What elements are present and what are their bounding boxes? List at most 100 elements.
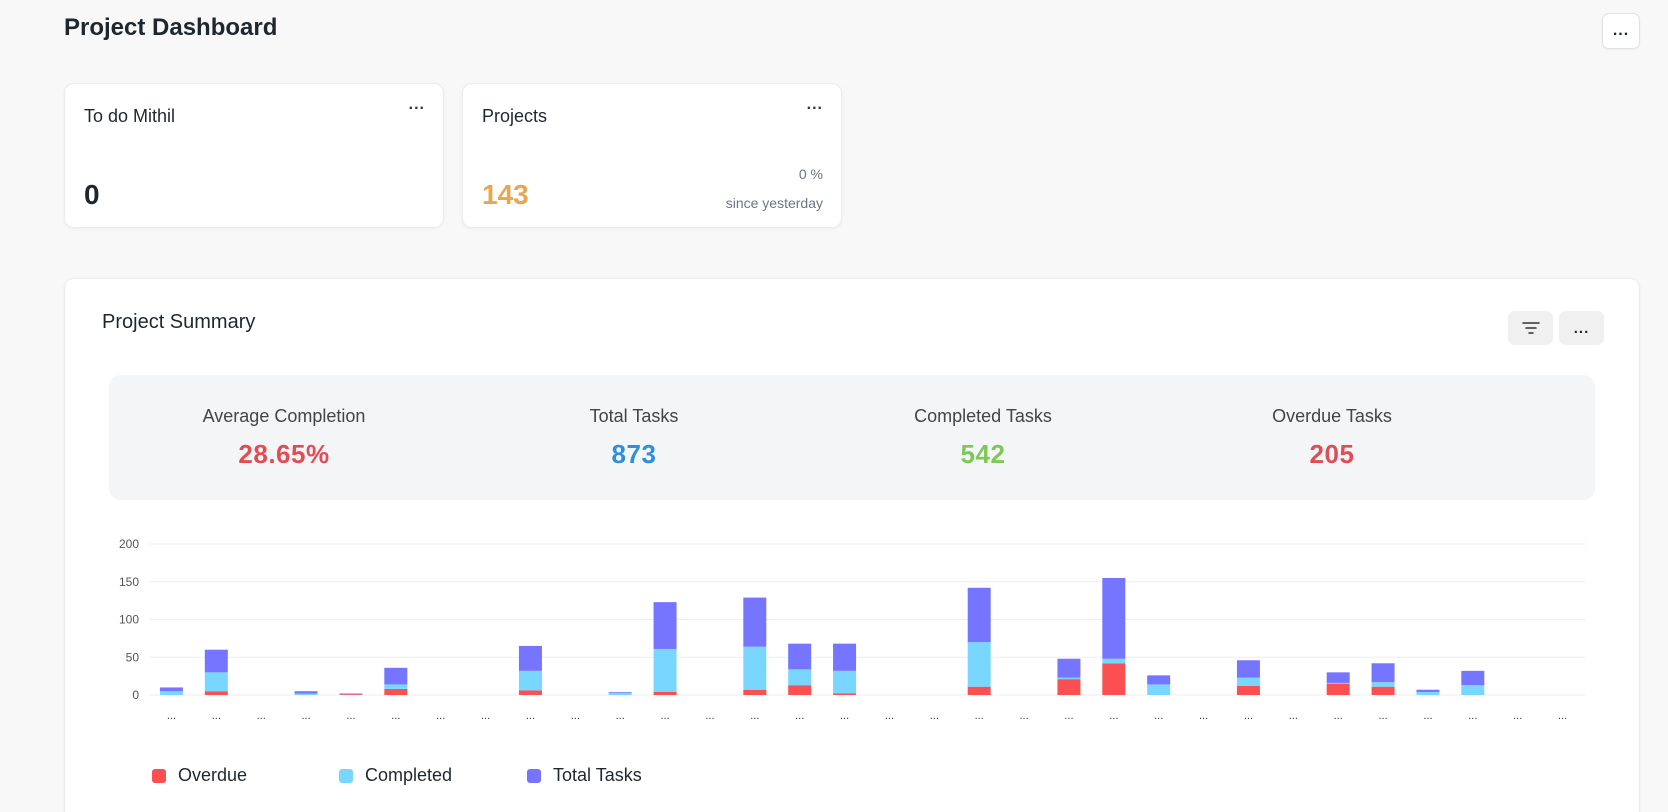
x-tick-label: ... <box>1289 710 1298 722</box>
bar-segment[interactable] <box>1057 679 1081 695</box>
y-tick-label: 0 <box>132 688 139 702</box>
legend-item-overdue[interactable]: Overdue <box>152 765 247 786</box>
bar-segment[interactable] <box>384 667 408 685</box>
x-tick-label: ... <box>526 710 535 722</box>
bar-segment[interactable] <box>518 645 542 671</box>
bar-segment[interactable] <box>608 691 632 693</box>
bar-segment[interactable] <box>339 693 363 695</box>
x-tick-label: ... <box>660 710 669 722</box>
x-tick-label: ... <box>1154 710 1163 722</box>
x-tick-label: ... <box>975 710 984 722</box>
x-tick-label: ... <box>1468 710 1477 722</box>
bar-segment[interactable] <box>384 688 408 695</box>
legend-label: Completed <box>365 765 453 785</box>
summary-menu-button[interactable]: ... <box>1559 311 1604 345</box>
bar-segment[interactable] <box>1371 686 1395 695</box>
x-tick-label: ... <box>1513 710 1522 722</box>
x-tick-label: ... <box>571 710 580 722</box>
x-tick-label: ... <box>1199 710 1208 722</box>
bar-segment[interactable] <box>1147 684 1171 695</box>
x-tick-label: ... <box>1334 710 1343 722</box>
bar-segment[interactable] <box>1147 675 1171 685</box>
stat-value: 542 <box>960 439 1006 469</box>
bar-segment[interactable] <box>1461 670 1485 686</box>
bar-segment[interactable] <box>204 691 228 695</box>
bar-segment[interactable] <box>1416 689 1440 692</box>
summary-stats: Average Completion 28.65% Total Tasks 87… <box>109 375 1595 500</box>
bar-segment[interactable] <box>743 646 767 690</box>
legend-item-completed[interactable]: Completed <box>339 765 452 786</box>
x-tick-label: ... <box>1244 710 1253 722</box>
number-card-todo: To do Mithil ... 0 <box>64 83 444 228</box>
bar-segment[interactable] <box>1236 677 1260 686</box>
bar-segment[interactable] <box>653 648 677 692</box>
legend-swatch <box>339 768 353 783</box>
summary-title: Project Summary <box>102 311 256 333</box>
stat-label: Average Completion <box>202 406 366 426</box>
bar-segment[interactable] <box>967 642 991 687</box>
bar-segment[interactable] <box>294 693 318 695</box>
bar-segment[interactable] <box>1326 672 1350 683</box>
stat-label: Total Tasks <box>589 406 679 426</box>
bar-segment[interactable] <box>339 694 363 695</box>
bar-segment[interactable] <box>204 672 228 692</box>
bar-segment[interactable] <box>294 691 318 694</box>
stat-value: 205 <box>1309 439 1355 469</box>
legend-item-total-tasks[interactable]: Total Tasks <box>527 765 642 786</box>
bar-segment[interactable] <box>518 690 542 695</box>
bar-segment[interactable] <box>1461 685 1485 695</box>
card-value: 143 <box>482 179 529 210</box>
bar-segment[interactable] <box>1371 682 1395 687</box>
x-tick-label: ... <box>1378 710 1387 722</box>
bar-segment[interactable] <box>608 692 632 695</box>
bar-segment[interactable] <box>1102 577 1126 659</box>
bar-segment[interactable] <box>833 693 857 695</box>
bar-segment[interactable] <box>518 670 542 691</box>
bar-segment[interactable] <box>384 684 408 689</box>
bar-segment[interactable] <box>159 687 183 692</box>
page-menu-button[interactable]: ... <box>1602 13 1640 49</box>
legend-label: Total Tasks <box>553 765 642 785</box>
stat-completed-tasks: Completed Tasks 542 <box>808 406 1158 470</box>
bar-segment[interactable] <box>653 602 677 649</box>
card-value: 0 <box>84 179 100 210</box>
bar-segment[interactable] <box>833 643 857 671</box>
card-menu-button[interactable]: ... <box>806 96 823 113</box>
bar-segment[interactable] <box>1416 691 1440 695</box>
bar-segment[interactable] <box>967 587 991 643</box>
bar-segment[interactable] <box>1236 660 1260 678</box>
card-menu-button[interactable]: ... <box>408 96 425 113</box>
bar-segment[interactable] <box>788 669 812 686</box>
x-tick-label: ... <box>391 710 400 722</box>
bar-segment[interactable] <box>1326 682 1350 684</box>
bar-segment[interactable] <box>1236 685 1260 695</box>
x-tick-label: ... <box>212 710 221 722</box>
x-tick-label: ... <box>481 710 490 722</box>
legend-swatch <box>152 768 166 783</box>
bar-segment[interactable] <box>1371 663 1395 683</box>
x-tick-label: ... <box>840 710 849 722</box>
bar-segment[interactable] <box>788 685 812 695</box>
filter-button[interactable] <box>1508 311 1553 345</box>
x-tick-label: ... <box>750 710 759 722</box>
bar-segment[interactable] <box>743 689 767 695</box>
bar-segment[interactable] <box>1057 677 1081 680</box>
project-summary-card: Project Summary ... Average Completion 2… <box>64 278 1640 812</box>
bar-segment[interactable] <box>833 670 857 694</box>
bar-segment[interactable] <box>653 691 677 695</box>
bar-segment[interactable] <box>1057 658 1081 678</box>
bar-segment[interactable] <box>1326 683 1350 695</box>
bar-segment[interactable] <box>967 686 991 695</box>
x-tick-label: ... <box>436 710 445 722</box>
legend-label: Overdue <box>178 765 248 785</box>
bar-segment[interactable] <box>159 691 183 695</box>
bar-segment[interactable] <box>1102 658 1126 664</box>
x-tick-label: ... <box>1558 710 1567 722</box>
bar-segment[interactable] <box>743 597 767 647</box>
stat-average-completion: Average Completion 28.65% <box>109 406 459 470</box>
bar-segment[interactable] <box>204 649 228 673</box>
filter-icon <box>1521 322 1540 334</box>
card-since-label: since yesterday <box>725 195 823 211</box>
bar-segment[interactable] <box>788 643 812 670</box>
bar-segment[interactable] <box>1102 663 1126 695</box>
